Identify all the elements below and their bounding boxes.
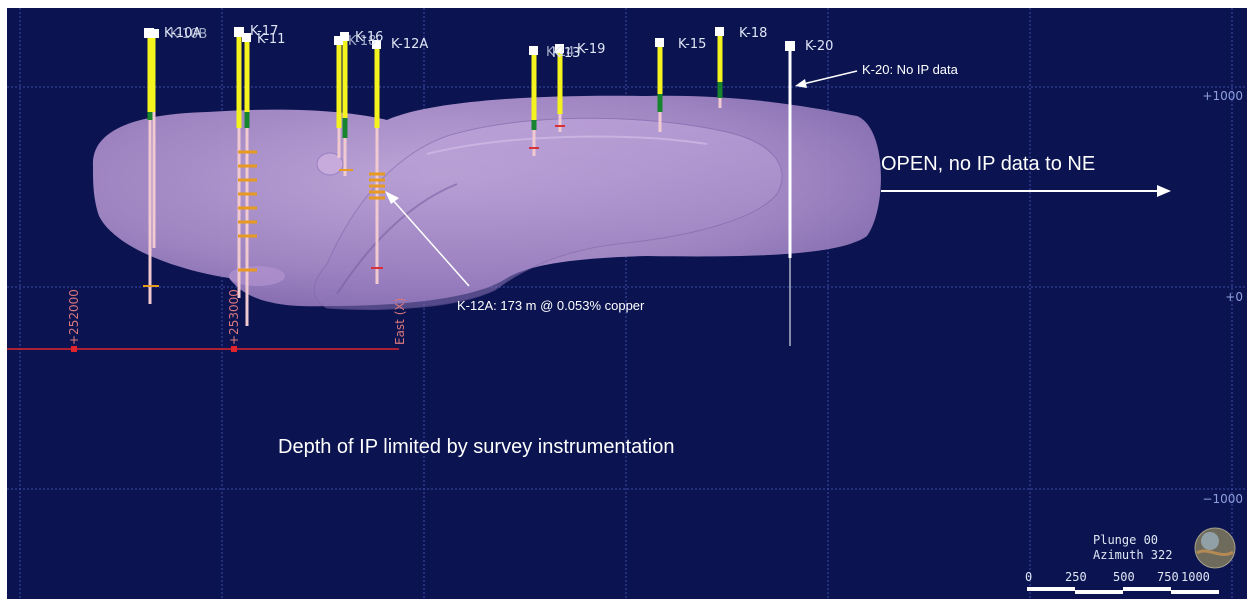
easting-tick-252000: +252000 — [67, 289, 81, 345]
hole-label-k-17: K-17 — [250, 24, 279, 39]
drill-hole-k-10a[interactable] — [143, 32, 159, 304]
elevation-tick-minus-1000: −1000 — [1202, 492, 1243, 506]
collar-k-14 — [529, 46, 538, 55]
hole-label-k-12a: K-12A — [391, 37, 429, 52]
hole-label-k-11: K-11 — [257, 32, 286, 47]
drill-hole-k-13[interactable] — [555, 50, 565, 132]
hole-label-k-19: K-19 — [577, 42, 606, 57]
ip-anomaly-body — [92, 95, 881, 310]
scale-tick-1000: 1000 — [1181, 570, 1210, 584]
hole-label-k-13: K-13 — [552, 46, 581, 61]
collar-k-20 — [785, 41, 795, 51]
scale-tick-750: 750 — [1157, 570, 1179, 584]
k12a-copper-note: K-12A: 173 m @ 0.053% copper — [457, 298, 645, 313]
hole-label-k-14: K-14 — [546, 45, 575, 60]
easting-axis-label: East (X) — [393, 297, 407, 345]
view-azimuth: Azimuth 322 — [1093, 548, 1173, 562]
elevation-tick-zero: +0 — [1225, 290, 1243, 304]
collar-k-17 — [234, 27, 244, 37]
collar-k-15 — [655, 38, 664, 47]
3d-viewport[interactable]: K-10A K-10B K-17 K-11 K-16 K-18 K-12A K-… — [7, 8, 1247, 599]
collar-k-18b — [340, 32, 349, 41]
hole-label-k-10a: K-10A — [164, 26, 202, 41]
section-view[interactable] — [7, 8, 1247, 599]
scale-tick-0: 0 — [1025, 570, 1033, 584]
k20-no-ip-note: K-20: No IP data — [862, 62, 958, 77]
scale-tick-500: 500 — [1113, 570, 1135, 584]
collar-k-13 — [555, 44, 564, 53]
ip-depth-note: Depth of IP limited by survey instrument… — [278, 436, 675, 458]
orientation-globe-icon[interactable] — [1194, 527, 1236, 569]
collar-k-18 — [715, 27, 724, 36]
hole-label-k-10b: K-10B — [170, 27, 208, 42]
drill-hole-k-14[interactable] — [529, 52, 539, 156]
hole-label-k-15: K-15 — [678, 37, 707, 52]
hole-label-k-16: K-16 — [355, 30, 384, 45]
collar-k-12a — [372, 40, 381, 49]
easting-axis-line — [7, 346, 399, 352]
collar-k-16 — [334, 36, 343, 45]
collar-k-10b — [150, 29, 159, 38]
drill-hole-k-11[interactable] — [238, 38, 257, 326]
view-plunge: Plunge 00 — [1093, 533, 1159, 547]
drill-holes — [143, 27, 795, 346]
open-no-ip-note: OPEN, no IP data to NE — [881, 153, 1096, 175]
hole-label-k-18b: K-18 — [348, 34, 377, 49]
hole-label-k-20: K-20 — [805, 39, 834, 54]
easting-tick-253000: +253000 — [227, 289, 241, 345]
annotation-arrows — [385, 70, 1171, 287]
elevation-tick-plus-1000: +1000 — [1202, 89, 1243, 103]
drill-hole-k-18b[interactable] — [339, 38, 353, 176]
drill-hole-k-12a[interactable] — [369, 44, 385, 284]
scale-bar — [1027, 587, 1219, 594]
scale-tick-250: 250 — [1065, 570, 1087, 584]
collar-k-10a — [144, 28, 154, 38]
grid — [7, 8, 1247, 599]
hole-label-k-18: K-18 — [739, 26, 768, 41]
collar-k-11 — [242, 33, 251, 42]
